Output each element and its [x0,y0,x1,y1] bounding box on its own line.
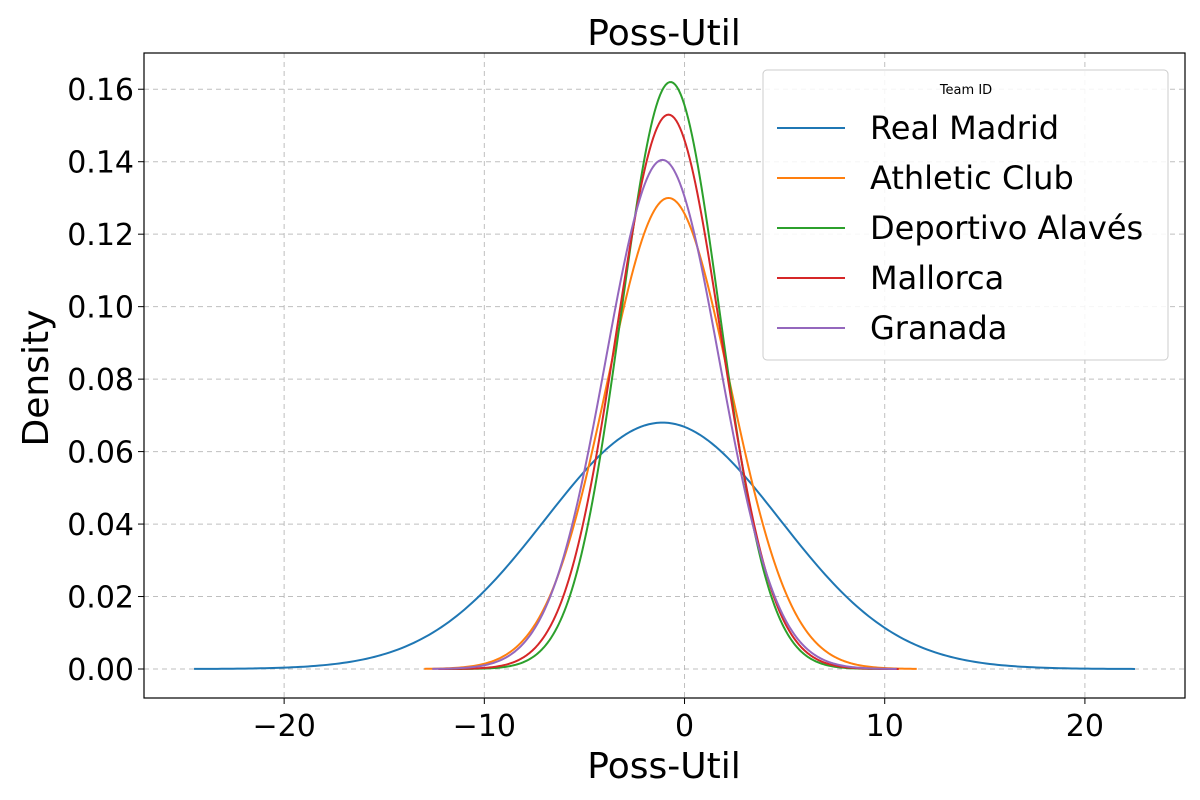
legend-items: Real Madrid Athletic Club Deportivo Alavés… [777,109,1143,347]
series-line-real-madrid [194,421,1135,670]
y-tick-label: 0.12 [67,218,134,253]
y-tick-label: 0.14 [67,146,134,181]
series-line-deportivo-alaves [444,81,895,670]
series-lines [194,81,1135,670]
y-axis-ticks: 0.00 0.02 0.04 0.06 0.08 0.10 0.12 0.14 0.16 [67,73,144,688]
y-axis-label: Density [16,310,57,447]
y-tick-label: 0.08 [67,363,134,398]
x-axis-label: Poss-Util [587,746,740,787]
y-tick-label: 0.04 [67,508,134,543]
series-line-granada [432,158,897,670]
x-tick-label: 20 [1066,709,1104,744]
y-tick-label: 0.00 [67,653,134,688]
legend-box [762,69,1169,361]
legend-label-real-madrid: Real Madrid [870,109,1059,147]
y-tick-label: 0.10 [67,291,134,326]
legend: Team ID Real Madrid Athletic Club Deportiv… [762,69,1169,361]
x-tick-label: −10 [453,709,516,744]
series-line-mallorca [438,113,899,670]
x-axis-ticks: −20 −10 0 10 20 [252,698,1104,744]
legend-label-granada: Granada [870,309,1007,347]
series-line-athletic-club [424,196,917,670]
chart-title: Poss-Util [587,13,740,54]
legend-label-mallorca: Mallorca [870,259,1004,297]
legend-title: Team ID [939,83,992,98]
plot-frame [143,52,1186,699]
y-tick-label: 0.06 [67,436,134,471]
legend-label-deportivo-alaves: Deportivo Alavés [870,209,1143,247]
legend-label-athletic-club: Athletic Club [870,159,1074,197]
y-tick-label: 0.02 [67,581,134,616]
x-tick-label: −20 [252,709,315,744]
x-tick-label: 10 [866,709,904,744]
y-tick-label: 0.16 [67,73,134,108]
x-tick-label: 0 [675,709,694,744]
